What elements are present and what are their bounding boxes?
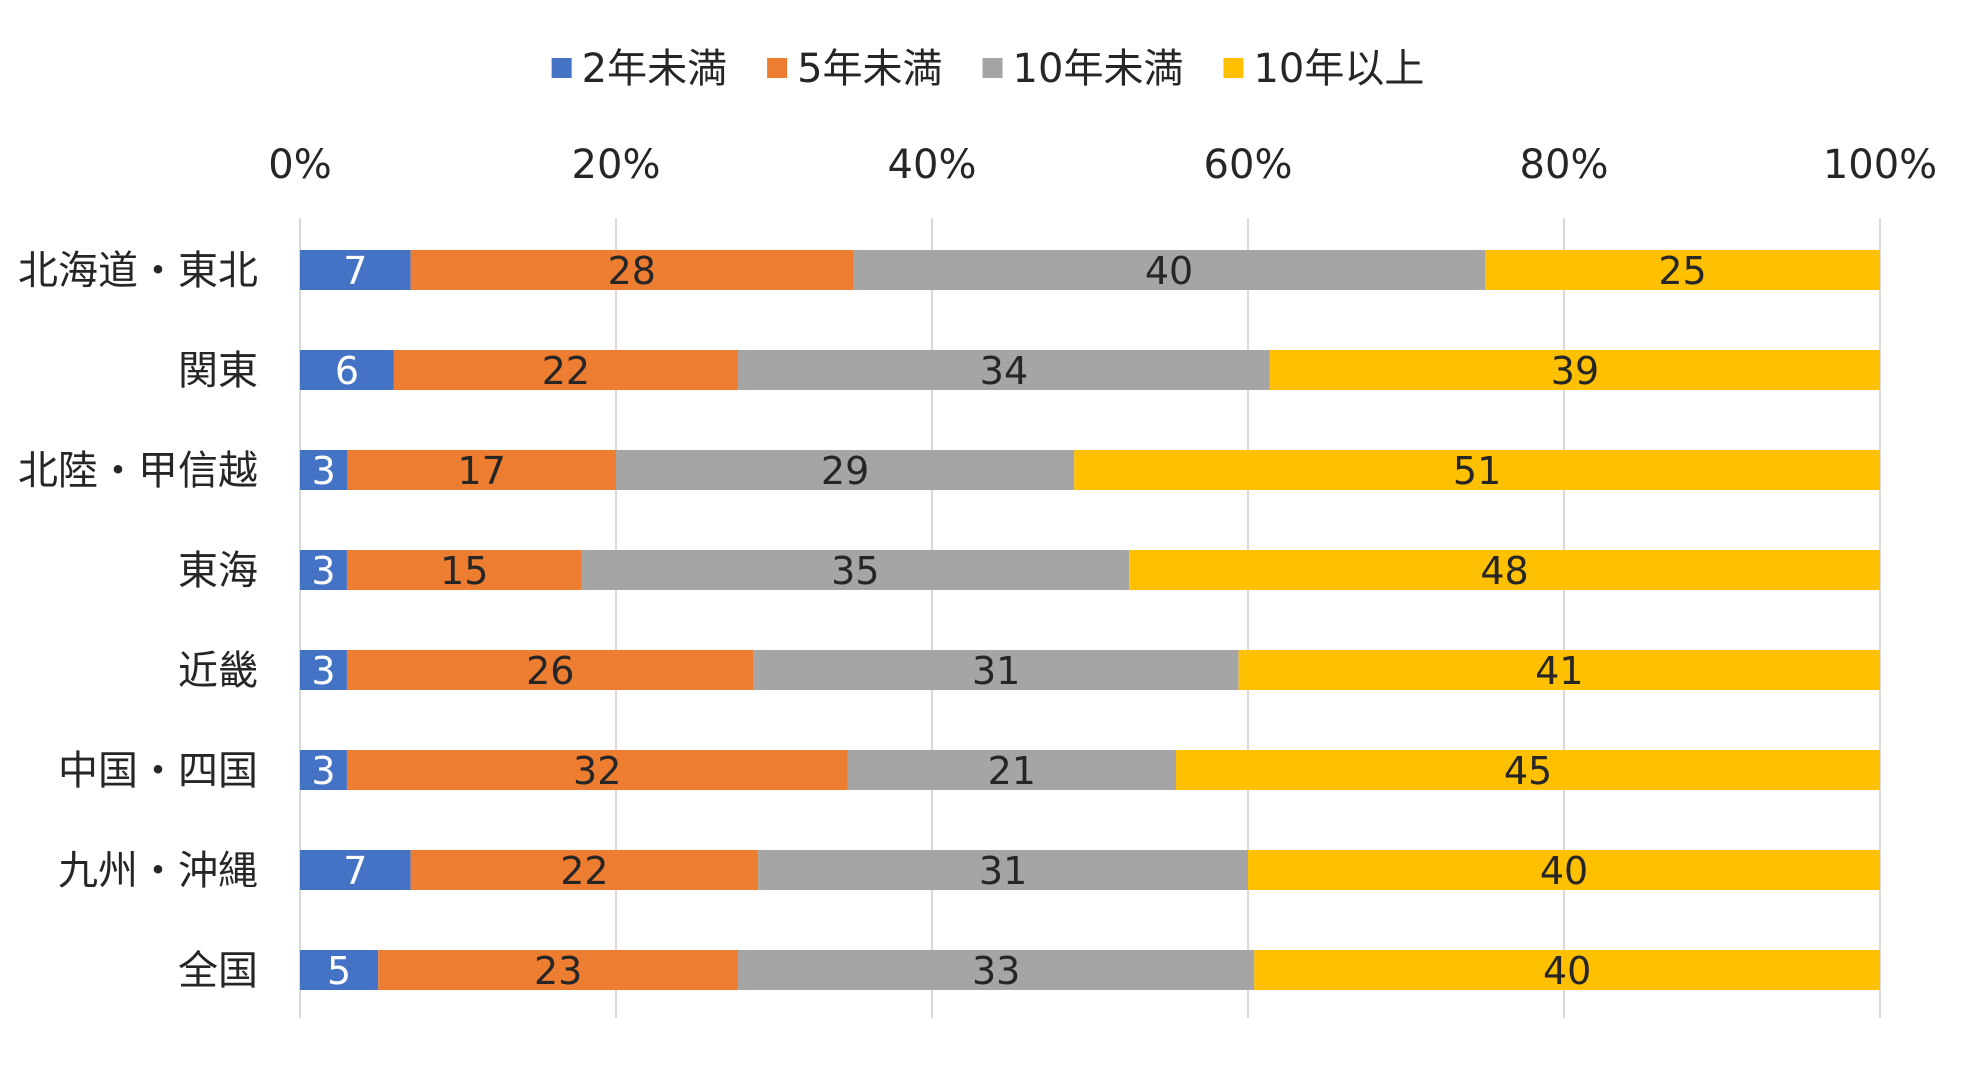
bar-segment bbox=[300, 450, 348, 490]
bar-segment bbox=[847, 750, 1177, 790]
bar-segment bbox=[1485, 250, 1880, 290]
data-label: 5 bbox=[327, 949, 351, 993]
data-label: 39 bbox=[1551, 349, 1599, 393]
x-axis-ticks: 0% 20% 40% 60% 80% 100% bbox=[268, 142, 1937, 188]
gridlines bbox=[299, 218, 1881, 1018]
x-tick-label: 20% bbox=[572, 142, 661, 188]
bar-segment bbox=[853, 250, 1485, 290]
category-label: 北海道・東北 bbox=[18, 248, 258, 294]
data-label: 40 bbox=[1543, 949, 1591, 993]
legend-swatch bbox=[982, 58, 1003, 78]
bar-segment bbox=[300, 350, 394, 390]
bar-segment bbox=[300, 750, 347, 790]
category-label: 北陸・甲信越 bbox=[18, 448, 258, 494]
data-label: 29 bbox=[821, 449, 869, 493]
bar-segment bbox=[738, 950, 1255, 990]
data-label: 7 bbox=[343, 849, 367, 893]
data-label: 26 bbox=[526, 649, 574, 693]
bar-segment bbox=[616, 450, 1075, 490]
data-label: 25 bbox=[1658, 249, 1706, 293]
data-label: 40 bbox=[1145, 249, 1193, 293]
legend-swatch bbox=[551, 58, 572, 78]
x-tick-label: 0% bbox=[268, 142, 331, 188]
data-label: 6 bbox=[335, 349, 359, 393]
data-label: 3 bbox=[311, 649, 335, 693]
bar-segment bbox=[347, 450, 616, 490]
data-label: 22 bbox=[542, 349, 590, 393]
x-tick-label: 60% bbox=[1204, 142, 1293, 188]
data-label: 3 bbox=[312, 449, 336, 493]
legend-label: 10年以上 bbox=[1253, 46, 1424, 92]
bar-segment bbox=[410, 250, 853, 290]
bar-segment bbox=[346, 550, 582, 590]
data-label: 22 bbox=[560, 849, 608, 893]
bar-segment bbox=[300, 250, 411, 290]
data-label: 3 bbox=[311, 549, 335, 593]
bar-segment bbox=[410, 850, 759, 890]
data-label: 3 bbox=[311, 749, 335, 793]
category-label: 東海 bbox=[178, 548, 258, 594]
legend-swatch bbox=[1223, 58, 1244, 78]
legend-label: 5年未満 bbox=[797, 46, 942, 92]
data-label: 33 bbox=[972, 949, 1020, 993]
bar-segment bbox=[1074, 450, 1880, 490]
bar-segment bbox=[300, 950, 379, 990]
legend-label: 2年未満 bbox=[582, 46, 727, 92]
bar-segment bbox=[300, 850, 411, 890]
data-label: 35 bbox=[831, 549, 879, 593]
data-label: 32 bbox=[573, 749, 621, 793]
bar-segment bbox=[581, 550, 1130, 590]
data-labels: 7 28 40 256 22 34 393 17 29 513 15 35 483 26 31 413 32 21… bbox=[311, 249, 1706, 993]
data-label: 31 bbox=[979, 849, 1027, 893]
data-label: 34 bbox=[980, 349, 1028, 393]
bar-segment bbox=[753, 650, 1239, 690]
data-label: 15 bbox=[440, 549, 488, 593]
data-label: 17 bbox=[458, 449, 506, 493]
bar-segment bbox=[758, 850, 1248, 890]
data-label: 51 bbox=[1453, 449, 1501, 493]
x-tick-label: 80% bbox=[1520, 142, 1609, 188]
bar-segment bbox=[393, 350, 739, 390]
bars bbox=[300, 250, 1880, 990]
bar-segment bbox=[1248, 850, 1880, 890]
bar-segment bbox=[1269, 350, 1880, 390]
legend-swatch bbox=[767, 58, 788, 78]
bar-segment bbox=[1238, 650, 1880, 690]
bar-segment bbox=[346, 650, 754, 690]
x-tick-label: 100% bbox=[1823, 142, 1937, 188]
legend-label: 10年未満 bbox=[1013, 46, 1184, 92]
data-label: 21 bbox=[988, 749, 1036, 793]
x-tick-label: 40% bbox=[888, 142, 977, 188]
category-label: 関東 bbox=[178, 348, 258, 394]
bar-segment bbox=[378, 950, 739, 990]
bar-segment bbox=[346, 750, 848, 790]
category-label: 全国 bbox=[178, 948, 258, 994]
data-label: 40 bbox=[1540, 849, 1588, 893]
data-label: 23 bbox=[534, 949, 582, 993]
bar-segment bbox=[300, 550, 347, 590]
bar-segment bbox=[300, 650, 347, 690]
data-label: 7 bbox=[343, 249, 367, 293]
data-label: 45 bbox=[1504, 749, 1552, 793]
category-label: 近畿 bbox=[178, 648, 258, 694]
bar-segment bbox=[1254, 950, 1880, 990]
bar-segment bbox=[738, 350, 1270, 390]
data-label: 31 bbox=[972, 649, 1020, 693]
bar-segment bbox=[1176, 750, 1880, 790]
data-label: 48 bbox=[1480, 549, 1528, 593]
legend: 2年未満 5年未満 10年未満 10年以上 bbox=[551, 46, 1424, 92]
bar-segment bbox=[1129, 550, 1880, 590]
data-label: 28 bbox=[608, 249, 656, 293]
category-label: 九州・沖縄 bbox=[58, 848, 258, 894]
data-label: 41 bbox=[1535, 649, 1583, 693]
category-label: 中国・四国 bbox=[58, 748, 258, 794]
